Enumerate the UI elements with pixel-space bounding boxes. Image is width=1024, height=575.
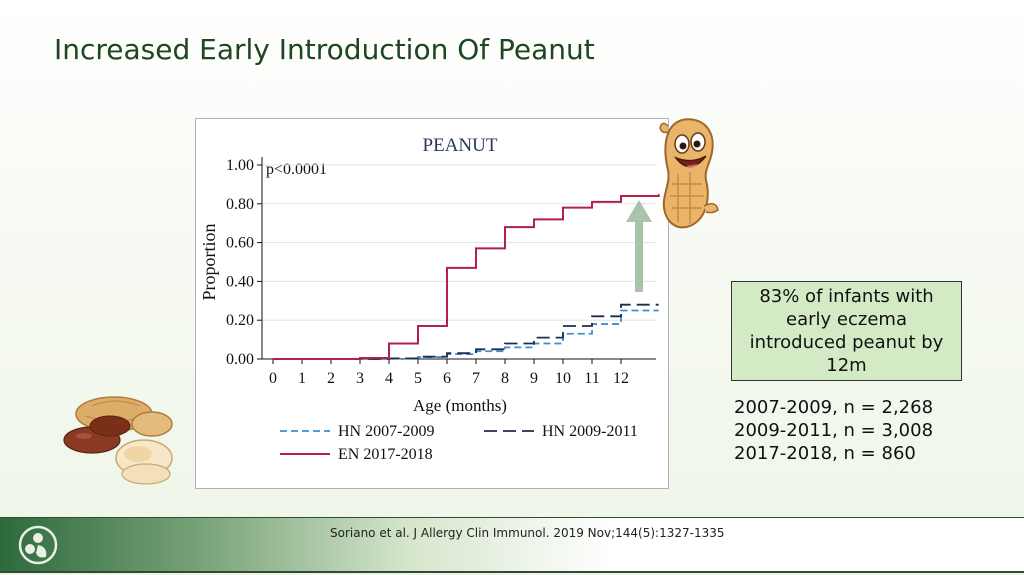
x-tick-label: 11 xyxy=(584,370,599,387)
x-axis-label: Age (months) xyxy=(413,396,507,415)
series-line-3 xyxy=(273,194,660,360)
y-axis-label: Proportion xyxy=(199,223,219,300)
peanut-pile-icon xyxy=(63,396,173,485)
legend-label: HN 2007-2009 xyxy=(338,423,434,440)
family-logo-icon xyxy=(18,525,58,565)
callout-box: 83% of infants with early eczema introdu… xyxy=(731,281,962,381)
y-tick-label: 0.40 xyxy=(226,273,254,290)
y-tick-label: 1.00 xyxy=(226,157,254,174)
y-tick-label: 0.20 xyxy=(226,312,254,329)
x-tick-label: 5 xyxy=(414,370,422,387)
x-tick-label: 3 xyxy=(356,370,364,387)
x-tick-label: 4 xyxy=(385,370,393,387)
footer-bar xyxy=(0,517,1024,572)
y-tick-label: 0.00 xyxy=(226,351,254,368)
peanut-chart: PEANUT p<0.0001 Proportion Age (months) … xyxy=(199,135,660,463)
chart-frame: PEANUT p<0.0001 Proportion Age (months) … xyxy=(195,118,669,489)
legend-label: EN 2017-2018 xyxy=(338,446,433,463)
y-tick-label: 0.80 xyxy=(226,196,254,213)
x-tick-label: 9 xyxy=(530,370,538,387)
sample-size-item: 2009-2011, n = 3,008 xyxy=(734,420,934,441)
sample-size-item: 2017-2018, n = 860 xyxy=(734,443,916,464)
x-tick-label: 2 xyxy=(327,370,335,387)
x-tick-label: 12 xyxy=(613,370,629,387)
footer-divider xyxy=(0,571,1024,573)
chart-annotation: p<0.0001 xyxy=(266,161,327,178)
x-tick-label: 0 xyxy=(269,370,277,387)
sample-size-item: 2007-2009, n = 2,268 xyxy=(734,397,934,418)
up-arrow-icon xyxy=(626,200,652,292)
series-line-2 xyxy=(273,303,659,360)
peanut-character-icon xyxy=(659,118,719,229)
y-tick-label: 0.60 xyxy=(226,235,254,252)
legend-label: HN 2009-2011 xyxy=(542,423,638,440)
series-line-1 xyxy=(273,309,659,360)
slide-title: Increased Early Introduction Of Peanut xyxy=(54,33,595,66)
callout-text: 83% of infants with early eczema introdu… xyxy=(749,286,944,376)
x-tick-label: 7 xyxy=(472,370,480,387)
x-tick-label: 1 xyxy=(298,370,306,387)
citation: Soriano et al. J Allergy Clin Immunol. 2… xyxy=(330,526,725,540)
x-tick-label: 8 xyxy=(501,370,509,387)
chart-title: PEANUT xyxy=(423,135,498,156)
sample-size-list: 2007-2009, n = 2,268 2009-2011, n = 3,00… xyxy=(734,396,933,465)
x-tick-label: 6 xyxy=(443,370,451,387)
x-tick-label: 10 xyxy=(555,370,571,387)
